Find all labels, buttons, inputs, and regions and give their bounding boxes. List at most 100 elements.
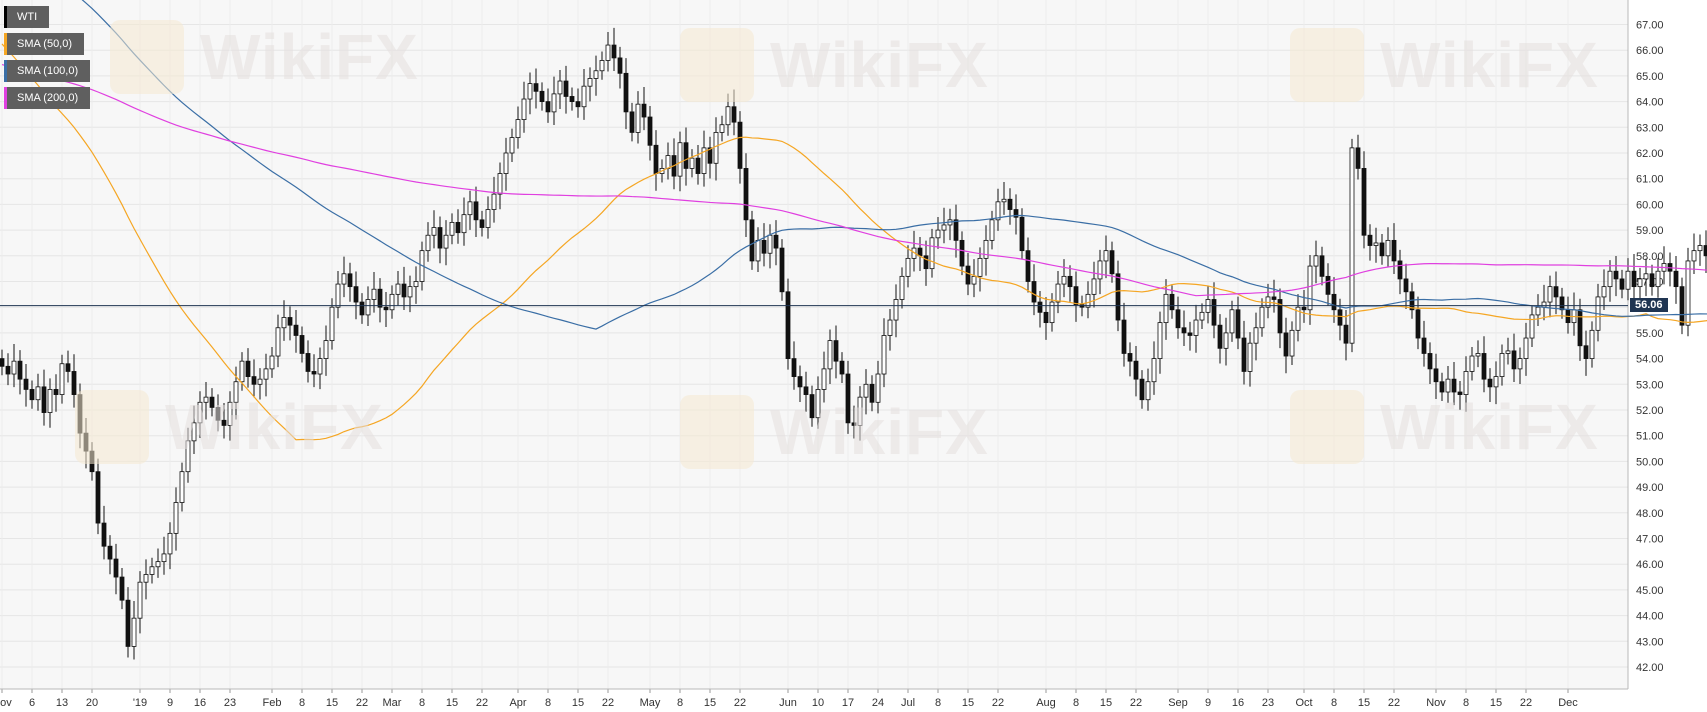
x-tick-label: 22 (476, 697, 488, 709)
candle-down (647, 116, 653, 146)
candle-down (1403, 278, 1409, 293)
candle-down (1007, 198, 1013, 210)
candle-down (1421, 337, 1427, 354)
candle-up (941, 224, 947, 231)
candle-down (101, 522, 107, 547)
candle-up (581, 85, 587, 108)
candle-up (1001, 198, 1007, 203)
legend-item-sma-50[interactable]: SMA (50,0) (4, 33, 90, 55)
x-tick-label: Jul (901, 697, 915, 709)
candle-down (1511, 350, 1517, 370)
x-tick-label: 13 (56, 697, 68, 709)
x-tick-label: 22 (992, 697, 1004, 709)
candle-up (1493, 376, 1499, 388)
candle-up (35, 386, 41, 401)
x-tick-label: 8 (1463, 697, 1469, 709)
candle-down (89, 450, 95, 473)
candle-down (65, 363, 71, 372)
candle-down (1649, 273, 1655, 288)
x-tick-label: Apr (509, 697, 526, 709)
candle-up (881, 335, 887, 375)
candle-up (1151, 358, 1157, 383)
y-tick-label: 53.00 (1636, 379, 1664, 391)
x-tick-label: 15 (1100, 697, 1112, 709)
candle-down (251, 376, 257, 385)
candle-down (1679, 286, 1685, 326)
candle-up (155, 561, 161, 568)
candle-up (905, 257, 911, 277)
candle-up (977, 257, 983, 277)
y-tick-label: 45.00 (1636, 585, 1664, 597)
candle-down (1367, 234, 1373, 246)
current-price-label: 56.06 (1630, 297, 1668, 312)
y-tick-label: 51.00 (1636, 431, 1664, 443)
candle-down (1433, 368, 1439, 383)
candle-down (305, 353, 311, 372)
candle-up (281, 317, 287, 329)
candle-up (1499, 353, 1505, 377)
candle-down (1301, 306, 1307, 311)
candle-up (449, 221, 455, 236)
candle-down (1211, 299, 1217, 326)
y-tick-label: 62.00 (1636, 148, 1664, 160)
candle-up (1505, 350, 1511, 354)
sma-100-line (81, 0, 1707, 330)
candle-down (539, 90, 545, 102)
candle-up (341, 273, 347, 285)
y-tick-label: 67.00 (1636, 20, 1664, 32)
candle-down (1067, 275, 1073, 288)
x-tick-label: 16 (1232, 697, 1244, 709)
legend-label: SMA (200,0) (7, 87, 91, 109)
candle-down (1235, 309, 1241, 339)
candle-up (329, 306, 335, 342)
candle-down (653, 144, 659, 174)
legend-item-wti[interactable]: WTI (4, 6, 90, 28)
candle-up (1289, 329, 1295, 357)
candle-down (221, 419, 227, 426)
candle-up (689, 157, 695, 169)
legend: WTI SMA (50,0) SMA (100,0) SMA (200,0) (4, 6, 91, 114)
x-tick-label: Oct (1295, 697, 1312, 709)
candle-up (1475, 353, 1481, 357)
y-tick-label: 42.00 (1636, 662, 1664, 674)
candle-down (1331, 293, 1337, 311)
candle-down (629, 111, 635, 133)
candle-up (1535, 306, 1541, 316)
candle-up (1247, 342, 1253, 372)
legend-item-sma-100[interactable]: SMA (100,0) (4, 60, 91, 82)
candle-down (785, 291, 791, 359)
candle-down (1619, 278, 1625, 290)
candle-up (557, 80, 563, 95)
candle-up (1385, 239, 1391, 257)
candle-down (377, 288, 383, 308)
candle-up (1469, 355, 1475, 372)
candle-down (23, 378, 29, 390)
candle-down (1487, 378, 1493, 388)
legend-label: SMA (100,0) (7, 60, 91, 82)
candle-down (611, 44, 617, 59)
candle-up (1055, 283, 1061, 303)
candle-down (923, 255, 929, 270)
candle-down (1451, 378, 1457, 393)
candle-up (395, 283, 401, 295)
candle-up (503, 152, 509, 174)
candle-down (209, 396, 215, 408)
candle-up (1529, 314, 1535, 339)
x-tick-label: 17 (842, 697, 854, 709)
candle-up (677, 142, 683, 177)
candle-up (317, 358, 323, 375)
candle-up (1589, 329, 1595, 359)
x-tick-label: 15 (326, 697, 338, 709)
legend-item-sma-200[interactable]: SMA (200,0) (4, 87, 91, 109)
candle-down (959, 239, 965, 267)
candle-down (839, 360, 845, 375)
x-tick-label: 6 (29, 697, 35, 709)
candle-up (1607, 270, 1613, 288)
candle-down (1439, 381, 1445, 393)
x-tick-label: 10 (812, 697, 824, 709)
x-tick-label: 22 (602, 697, 614, 709)
candle-up (1517, 358, 1523, 370)
candle-up (725, 106, 731, 126)
legend-label: SMA (50,0) (7, 33, 85, 55)
candle-up (233, 381, 239, 403)
